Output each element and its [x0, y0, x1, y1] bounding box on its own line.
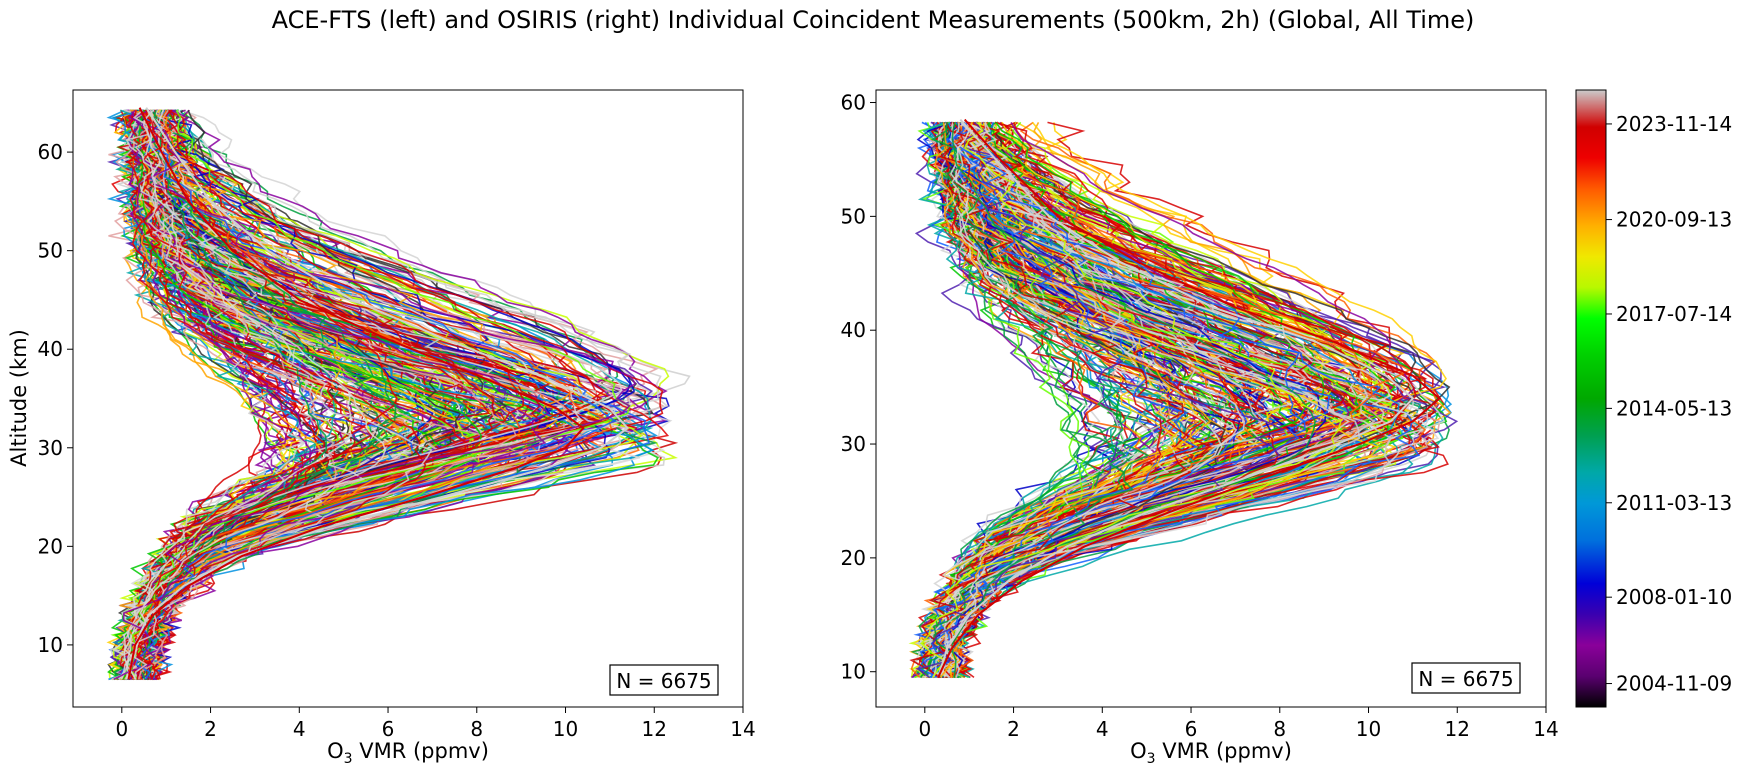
colorbar-tick-label: 2004-11-09 [1616, 672, 1732, 696]
profile-line [106, 109, 655, 680]
y-tick-label: 40 [841, 318, 866, 342]
left-y-axis: 10 20 30 40 50 60 [38, 140, 73, 657]
x-tick-label: 12 [642, 717, 667, 741]
right-plot-frame [875, 89, 1547, 708]
profile-line [124, 109, 316, 680]
left-profile-lines [106, 107, 691, 681]
y-tick-label: 40 [38, 337, 63, 361]
x-tick-label: 6 [1185, 717, 1198, 741]
x-tick-label: 8 [1273, 717, 1286, 741]
profile-line [909, 122, 1213, 679]
right-y-axis: 10 20 30 40 50 60 [841, 91, 876, 684]
y-tick-label: 20 [841, 546, 866, 570]
profile-line [929, 122, 1400, 679]
x-tick-label: 8 [470, 717, 483, 741]
x-tick-label: 10 [553, 717, 578, 741]
right-profile-lines [908, 118, 1459, 679]
profile-line [920, 122, 1342, 678]
colorbar-gradient [1575, 89, 1607, 708]
profile-line [120, 109, 352, 680]
svg-text:N = 6675: N = 6675 [616, 669, 711, 693]
y-tick-label: 60 [841, 91, 866, 115]
y-tick-label: 50 [38, 239, 63, 263]
colorbar-tick-label: 2023-11-14 [1616, 112, 1732, 136]
profile-line [935, 122, 1412, 678]
left-x-axis-label: O3 VMR (ppmv) [327, 739, 489, 767]
profile-line [121, 109, 616, 680]
y-tick-label: 60 [38, 140, 63, 164]
x-tick-label: 2 [204, 717, 217, 741]
profile-line [125, 109, 387, 680]
right-x-axis: 0 2 4 6 8 10 12 14 [918, 707, 1559, 741]
profile-line [127, 109, 525, 680]
y-tick-label: 20 [38, 534, 63, 558]
left-y-axis-label: Altitude (km) [7, 329, 31, 467]
y-tick-label: 50 [841, 204, 866, 228]
colorbar: 2023-11-14 2020-09-13 2017-07-14 2014-05-13… [1575, 89, 1732, 708]
profile-line [126, 109, 613, 680]
profile-line [918, 121, 1279, 678]
right-count-annotation: N = 6675 [1411, 662, 1521, 694]
colorbar-tick-label: 2014-05-13 [1616, 396, 1732, 420]
series-line [127, 107, 585, 680]
left-x-axis: 0 2 4 6 8 10 12 14 [115, 707, 756, 741]
colorbar-ticks: 2023-11-14 2020-09-13 2017-07-14 2014-05-13… [1606, 112, 1732, 696]
series-line [937, 118, 1415, 678]
profile-line [914, 121, 1440, 679]
profile-line [939, 122, 1238, 678]
x-tick-label: 10 [1356, 717, 1381, 741]
x-tick-label: 6 [382, 717, 395, 741]
profile-line [919, 122, 1135, 678]
y-tick-label: 10 [841, 660, 866, 684]
y-tick-label: 10 [38, 633, 63, 657]
chart-title: ACE-FTS (left) and OSIRIS (right) Indivi… [272, 6, 1475, 34]
right-plot: 0 2 4 6 8 10 12 14 10 20 30 40 50 60 O3 VMR (ppmv) N… [841, 89, 1559, 767]
profile-line [130, 109, 631, 680]
profile-line [120, 109, 542, 680]
profile-line [928, 121, 1325, 679]
series-line [937, 118, 1442, 678]
x-tick-label: 14 [730, 717, 755, 741]
x-tick-label: 14 [1533, 717, 1558, 741]
left-plot-frame [72, 89, 744, 708]
profile-line [138, 110, 328, 680]
x-tick-label: 12 [1445, 717, 1470, 741]
colorbar-tick-label: 2017-07-14 [1616, 302, 1732, 326]
y-tick-label: 30 [841, 432, 866, 456]
svg-text:N = 6675: N = 6675 [1418, 667, 1513, 691]
x-tick-label: 0 [918, 717, 931, 741]
profile-line [951, 122, 1316, 678]
left-count-annotation: N = 6675 [609, 664, 719, 696]
x-tick-label: 4 [1096, 717, 1109, 741]
profile-line [944, 121, 1246, 678]
colorbar-tick-label: 2011-03-13 [1616, 491, 1732, 515]
left-plot: 0 2 4 6 8 10 12 14 10 20 30 40 50 60 O3 VMR (ppmv) A… [7, 89, 756, 767]
colorbar-tick-label: 2008-01-10 [1616, 585, 1732, 609]
series-line [127, 107, 630, 680]
x-tick-label: 4 [293, 717, 306, 741]
profile-line [125, 109, 312, 680]
profile-line [915, 121, 1286, 679]
colorbar-tick-label: 2020-09-13 [1616, 208, 1732, 232]
y-tick-label: 30 [38, 436, 63, 460]
profile-line [139, 109, 664, 680]
x-tick-label: 0 [115, 717, 128, 741]
profile-line [137, 109, 517, 680]
x-tick-label: 2 [1007, 717, 1020, 741]
profile-line [932, 122, 1361, 678]
right-x-axis-label: O3 VMR (ppmv) [1130, 739, 1292, 767]
profile-line [936, 121, 1351, 678]
profile-line [134, 109, 373, 680]
